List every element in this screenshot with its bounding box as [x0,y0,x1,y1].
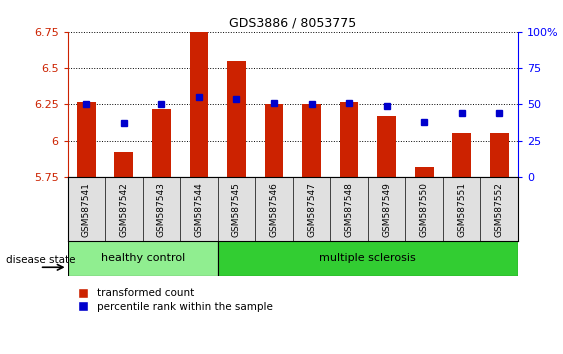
Text: GSM587543: GSM587543 [157,182,166,237]
Legend: transformed count, percentile rank within the sample: transformed count, percentile rank withi… [73,289,272,312]
Bar [114,152,133,177]
Text: GSM587544: GSM587544 [194,182,203,237]
Bar [339,102,359,177]
Text: GSM587541: GSM587541 [82,182,91,237]
Text: GSM587545: GSM587545 [232,182,241,237]
Text: GSM587546: GSM587546 [270,182,279,237]
Bar [77,102,96,177]
Text: GSM587548: GSM587548 [345,182,354,237]
Text: GSM587552: GSM587552 [495,182,504,237]
Bar [377,116,396,177]
Bar [452,133,471,177]
Title: GDS3886 / 8053775: GDS3886 / 8053775 [229,16,356,29]
Bar [490,133,508,177]
Text: GSM587547: GSM587547 [307,182,316,237]
Text: healthy control: healthy control [101,253,185,263]
FancyBboxPatch shape [68,241,218,276]
Text: GSM587549: GSM587549 [382,182,391,237]
Text: GSM587551: GSM587551 [457,182,466,237]
Bar [152,109,171,177]
Text: GSM587550: GSM587550 [419,182,428,237]
Text: disease state: disease state [6,255,75,265]
Bar [190,32,208,177]
Bar [302,104,321,177]
Text: multiple sclerosis: multiple sclerosis [319,253,416,263]
Bar [227,61,246,177]
Text: GSM587542: GSM587542 [119,182,128,237]
Bar [415,167,434,177]
Bar [265,104,283,177]
FancyBboxPatch shape [218,241,518,276]
